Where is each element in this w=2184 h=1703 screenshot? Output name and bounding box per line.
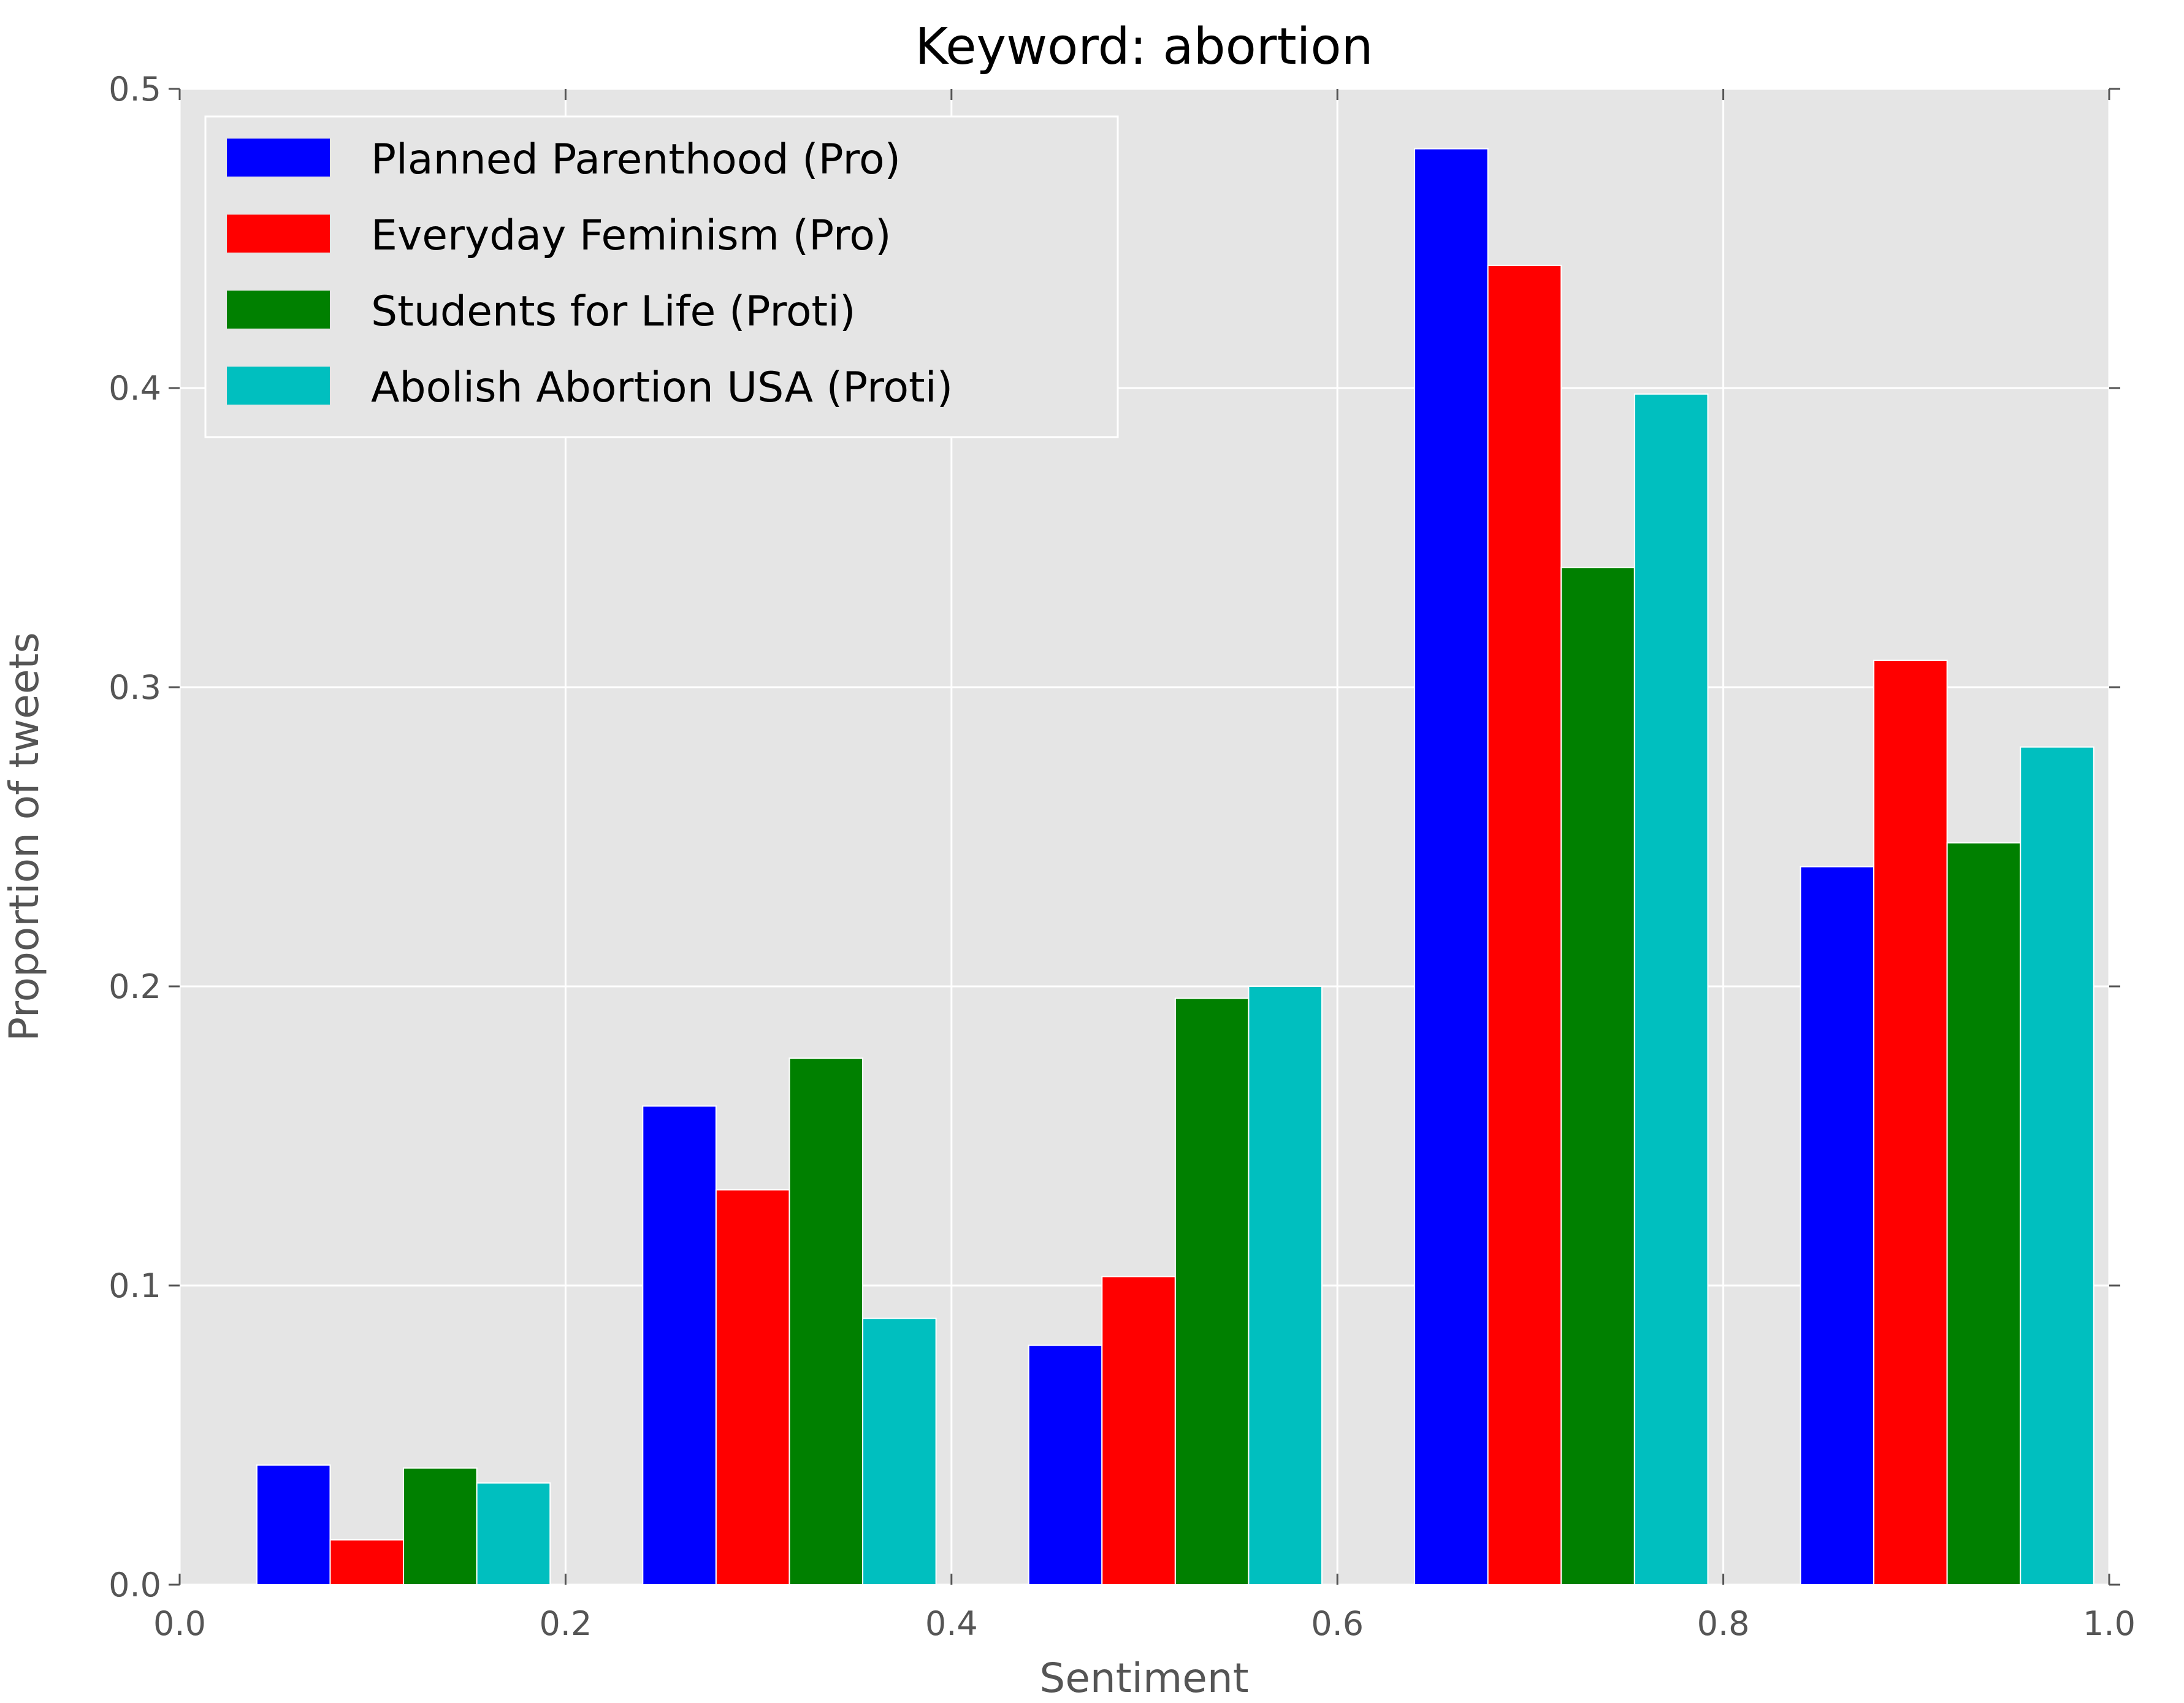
bars: [256, 148, 2094, 1586]
legend-swatch: [227, 139, 330, 177]
legend-swatch: [227, 215, 330, 253]
legend: Planned Parenthood (Pro) Everyday Feminis…: [204, 115, 1119, 438]
x-tick-label: 0.4: [925, 1604, 978, 1643]
bar: [1560, 566, 1635, 1585]
y-tick-label: 0.1: [109, 1267, 161, 1305]
x-tick-label: 0.0: [153, 1604, 206, 1643]
bar: [1028, 1344, 1103, 1586]
bar: [1487, 264, 1562, 1586]
bar: [256, 1464, 331, 1586]
legend-label: Planned Parenthood (Pro): [371, 135, 901, 184]
bar: [329, 1539, 405, 1586]
bar: [1248, 986, 1323, 1585]
bar: [1414, 148, 1489, 1585]
bar: [1946, 842, 2022, 1585]
y-tick-label: 0.5: [109, 70, 161, 109]
x-tick-label: 1.0: [2083, 1604, 2136, 1643]
bar: [862, 1317, 937, 1585]
y-tick-label: 0.2: [109, 967, 161, 1006]
legend-label: Students for Life (Proti): [371, 288, 856, 336]
y-tick-labels: 0.0 0.1 0.2 0.3 0.4 0.5: [109, 70, 161, 1604]
bar: [2020, 746, 2094, 1585]
y-axis-label: Proportion of tweets: [1, 632, 48, 1041]
bar: [788, 1057, 864, 1585]
x-tick-labels: 0.0 0.2 0.4 0.6 0.8 1.0: [153, 1604, 2136, 1643]
bar: [403, 1467, 478, 1585]
bar: [1873, 660, 1948, 1585]
bar: [1101, 1276, 1176, 1586]
x-tick-label: 0.2: [539, 1604, 592, 1643]
legend-label: Abolish Abortion USA (Proti): [371, 364, 953, 412]
y-tick-label: 0.4: [109, 369, 161, 408]
bar: [476, 1482, 551, 1586]
legend-label: Everyday Feminism (Pro): [371, 211, 892, 260]
bar: [715, 1189, 790, 1585]
y-tick-label: 0.0: [109, 1566, 161, 1604]
x-tick-label: 0.6: [1311, 1604, 1364, 1643]
bar: [1174, 997, 1250, 1585]
legend-box: [204, 115, 1119, 438]
x-axis-label: Sentiment: [1039, 1655, 1248, 1702]
legend-swatch: [227, 291, 330, 329]
chart-title: Keyword: abortion: [915, 18, 1373, 76]
x-tick-label: 0.8: [1697, 1604, 1750, 1643]
legend-swatch: [227, 367, 330, 405]
bar: [1800, 866, 1875, 1585]
bar: [1633, 393, 1709, 1585]
y-tick-label: 0.3: [109, 668, 161, 707]
axis-ticks: [169, 88, 2120, 1586]
bar: [642, 1105, 717, 1585]
